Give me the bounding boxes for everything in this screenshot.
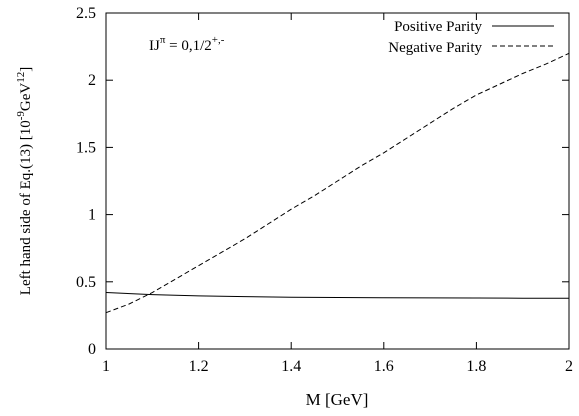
- legend-label-negative: Negative Parity: [388, 40, 482, 56]
- axis-ticks: 1 1.2 1.4 1.6 1.8 2 0 0.5 1 1.5 2 2.5: [76, 5, 573, 375]
- series-line-positive-parity: [105, 292, 569, 299]
- y-tick-label: 1.5: [76, 139, 96, 156]
- plot-frame: [105, 12, 570, 350]
- x-tick-label: 2: [565, 358, 573, 375]
- legend-label-positive: Positive Parity: [394, 19, 482, 35]
- y-tick-label: 0: [88, 341, 96, 358]
- quantum-numbers-annotation: IJπ = 0,1/2+,-: [149, 34, 225, 54]
- x-tick-label: 1.2: [189, 358, 209, 375]
- x-axis-label: M [GeV]: [306, 390, 369, 409]
- y-tick-label: 0.5: [76, 274, 96, 291]
- y-tick-label: 2.5: [76, 5, 96, 22]
- x-tick-label: 1.6: [374, 358, 394, 375]
- y-axis-label: Left hand side of Eq.(13) [10-9GeV12]: [15, 67, 34, 295]
- x-tick-label: 1.4: [281, 358, 301, 375]
- legend: Positive Parity Negative Parity: [388, 19, 554, 56]
- series-lines: [105, 52, 570, 314]
- y-tick-label: 1: [88, 207, 96, 224]
- x-tick-label: 1: [102, 358, 110, 375]
- x-tick-label: 1.8: [466, 358, 486, 375]
- y-tick-label: 2: [88, 72, 96, 89]
- series-line-negative-parity: [105, 52, 570, 314]
